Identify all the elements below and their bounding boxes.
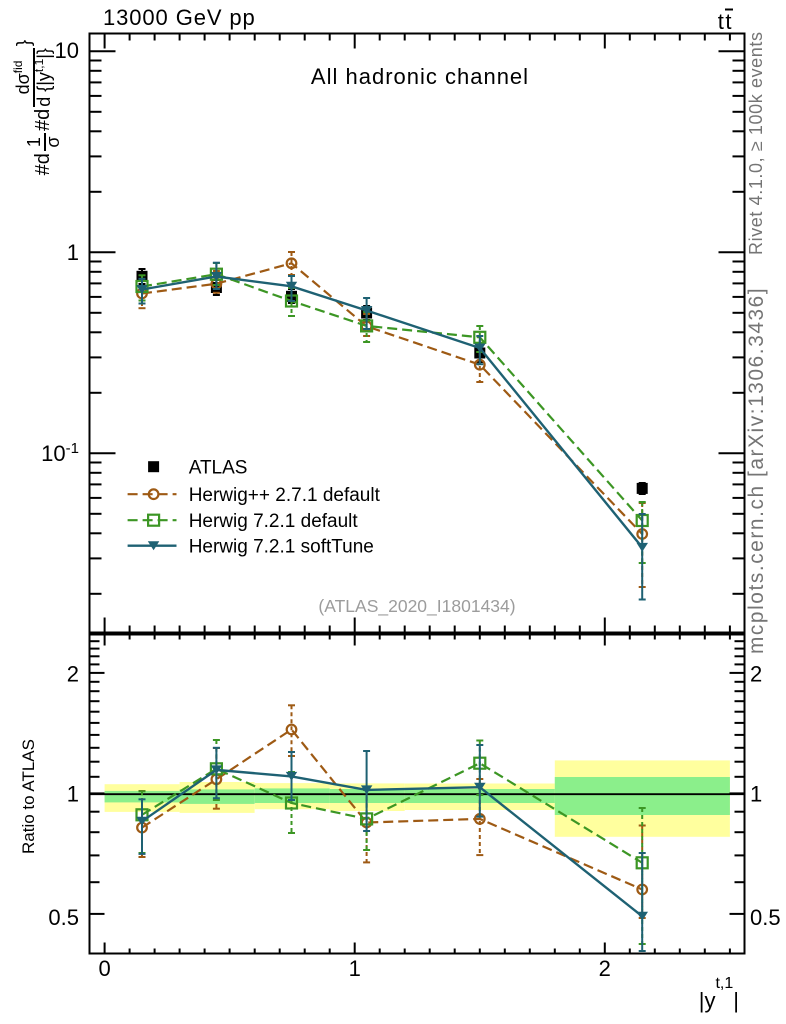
svg-text:mcplots.cern.ch [arXiv:1306.34: mcplots.cern.ch [arXiv:1306.3436]	[745, 287, 768, 654]
svg-text:10: 10	[55, 38, 79, 63]
svg-text:0: 0	[98, 956, 110, 981]
svg-text:Ratio to ATLAS: Ratio to ATLAS	[19, 739, 38, 854]
svg-text:2: 2	[750, 662, 762, 687]
svg-text:(ATLAS_2020_I1801434): (ATLAS_2020_I1801434)	[318, 596, 515, 617]
svg-text:All hadronic channel: All hadronic channel	[311, 64, 529, 89]
svg-text:1: 1	[67, 240, 79, 265]
svg-text:tt: tt	[718, 9, 733, 34]
svg-text:13000 GeV pp: 13000 GeV pp	[103, 5, 256, 30]
svg-text:Rivet 4.1.0, ≥ 100k events: Rivet 4.1.0, ≥ 100k events	[746, 31, 766, 255]
svg-text:Herwig++ 2.7.1 default: Herwig++ 2.7.1 default	[189, 485, 381, 506]
svg-text:1: 1	[67, 782, 79, 807]
svg-text:ATLAS: ATLAS	[189, 458, 248, 479]
svg-text:1: 1	[750, 782, 762, 807]
svg-text:Herwig 7.2.1 default: Herwig 7.2.1 default	[189, 511, 359, 532]
svg-text:0.5: 0.5	[750, 905, 781, 930]
svg-text:2: 2	[67, 662, 79, 687]
svg-text:Herwig 7.2.1 softTune: Herwig 7.2.1 softTune	[189, 537, 374, 558]
svg-text:1: 1	[349, 956, 361, 981]
svg-text:2: 2	[599, 956, 611, 981]
svg-text:0.5: 0.5	[48, 905, 79, 930]
